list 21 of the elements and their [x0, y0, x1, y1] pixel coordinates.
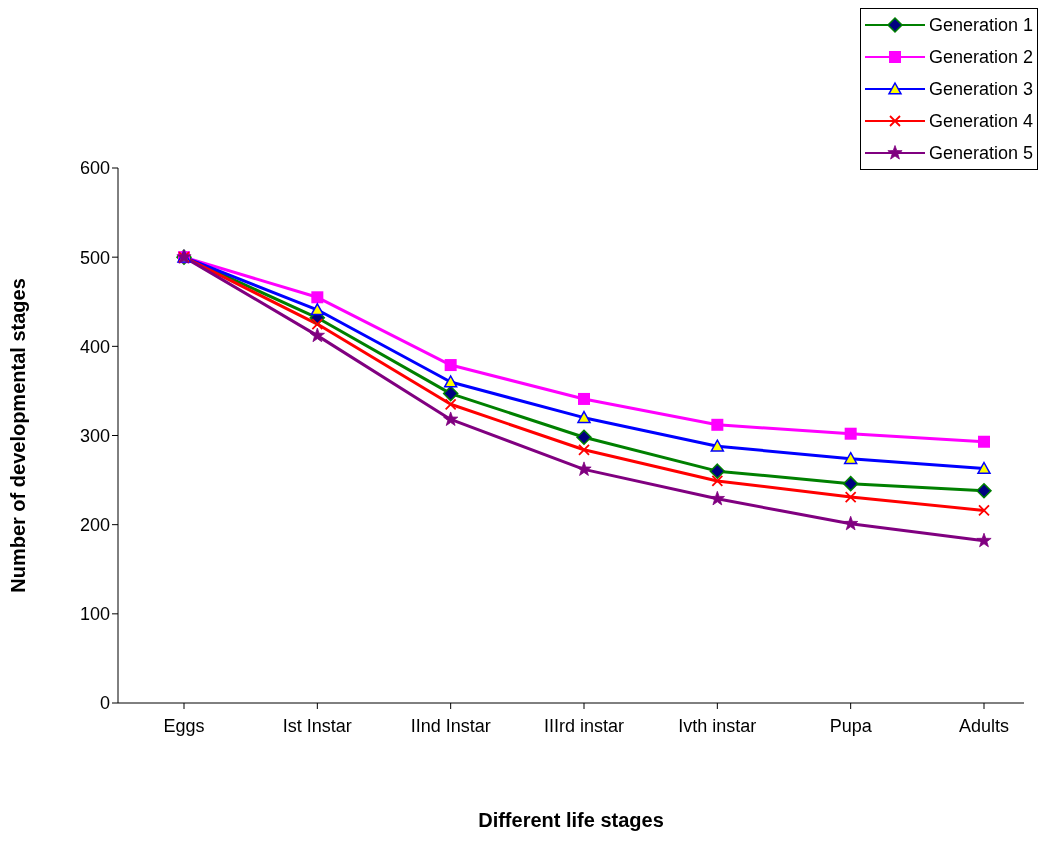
legend-label: Generation 4 — [928, 110, 1033, 132]
y-tick-label: 200 — [79, 515, 110, 536]
x-tick-label: IIIrd instar — [543, 715, 625, 736]
y-tick-label: 400 — [79, 336, 110, 357]
legend-label: Generation 1 — [928, 14, 1033, 36]
y-tick-label: 500 — [79, 247, 110, 268]
x-tick-label: IInd Instar — [410, 715, 491, 736]
x-tick-label: Adults — [958, 715, 1010, 736]
y-tick-label: 0 — [99, 693, 110, 714]
x-tick-label: Eggs — [163, 715, 205, 736]
x-tick-label: Pupa — [829, 715, 873, 736]
y-tick-label: 100 — [79, 604, 110, 625]
y-tick-label: 300 — [79, 425, 110, 446]
x-tick-label: Ist Instar — [282, 715, 352, 736]
legend-label: Generation 2 — [928, 46, 1033, 68]
y-axis-title: Number of developmental stages — [7, 278, 30, 593]
x-axis-title: Different life stages — [478, 809, 664, 832]
legend-label: Generation 3 — [928, 78, 1033, 100]
x-tick-label: Ivth instar — [678, 715, 757, 736]
y-tick-label: 600 — [79, 158, 110, 179]
legend-label: Generation 5 — [928, 142, 1033, 164]
